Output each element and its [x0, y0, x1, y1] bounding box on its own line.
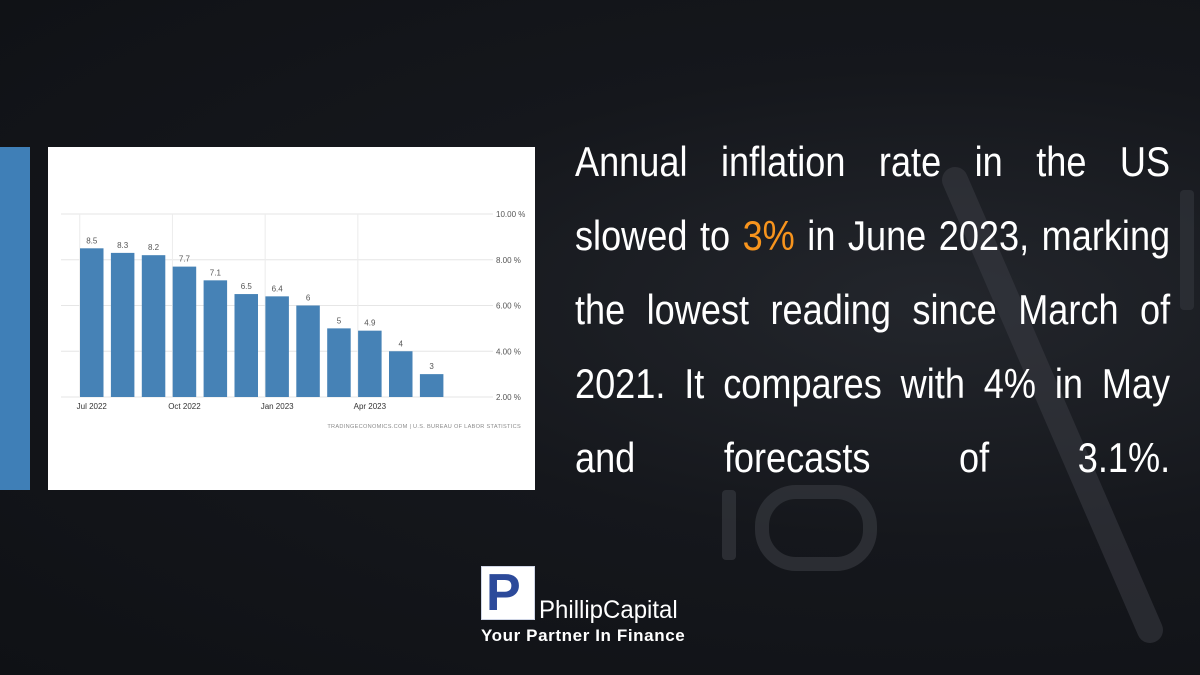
bar-value-label: 6 — [306, 294, 311, 303]
y-tick-label: 2.00 % — [496, 393, 521, 402]
y-tick-label: 10.00 % — [496, 210, 525, 219]
x-tick-label: Jul 2022 — [77, 402, 108, 411]
logo-mark: P — [481, 566, 535, 620]
bar-value-label: 7.7 — [179, 255, 191, 264]
phillipcapital-logo: P PhillipCapital Your Partner In Finance — [481, 566, 721, 650]
bar-value-label: 8.3 — [117, 241, 129, 250]
bar — [80, 248, 104, 397]
bar-value-label: 3 — [429, 362, 434, 371]
bar-value-label: 4.9 — [364, 319, 376, 328]
bar-value-label: 6.4 — [272, 284, 284, 293]
bar-value-label: 8.5 — [86, 236, 98, 245]
bar-value-label: 5 — [337, 316, 342, 325]
bar — [172, 266, 197, 397]
chart-source: TRADINGECONOMICS.COM | U.S. BUREAU OF LA… — [327, 424, 521, 430]
y-tick-label: 4.00 % — [496, 347, 521, 356]
x-tick-label: Oct 2022 — [168, 402, 201, 411]
logo-tagline: Your Partner In Finance — [481, 626, 686, 645]
y-tick-label: 8.00 % — [496, 256, 521, 265]
headline-highlight: 3% — [742, 212, 795, 259]
bar-value-label: 7.1 — [210, 268, 222, 277]
bar-value-label: 4 — [399, 339, 404, 348]
bar-value-label: 6.5 — [241, 282, 253, 291]
bar — [358, 330, 382, 397]
logo-letter: P — [486, 566, 521, 620]
bar — [141, 255, 166, 397]
x-tick-label: Jan 2023 — [261, 402, 294, 411]
accent-bar — [0, 147, 30, 490]
bar-value-label: 8.2 — [148, 243, 160, 252]
bar — [296, 305, 320, 397]
logo-name: PhillipCapital — [539, 596, 678, 624]
inflation-bar-chart: 2.00 % 4.00 % 6.00 % 8.00 % 10.00 % 8.5 8.3 8.2… — [61, 210, 525, 430]
x-tick-label: Apr 2023 — [354, 402, 387, 411]
bar — [265, 296, 289, 397]
headline-text: Annual inflation rate in the US slowed t… — [575, 125, 1170, 495]
bar — [389, 351, 413, 397]
bar — [327, 328, 351, 397]
bar — [110, 252, 135, 397]
bar — [234, 294, 258, 397]
y-tick-label: 6.00 % — [496, 302, 521, 311]
headline-text-after: in June 2023, marking the lowest reading… — [575, 212, 1171, 481]
headline-text-before: Annual inflation rate in the US slowed t… — [575, 138, 1171, 259]
bar — [203, 280, 228, 397]
bar — [419, 374, 444, 397]
chart-card: 2.00 % 4.00 % 6.00 % 8.00 % 10.00 % 8.5 8.3 8.2… — [48, 147, 535, 490]
